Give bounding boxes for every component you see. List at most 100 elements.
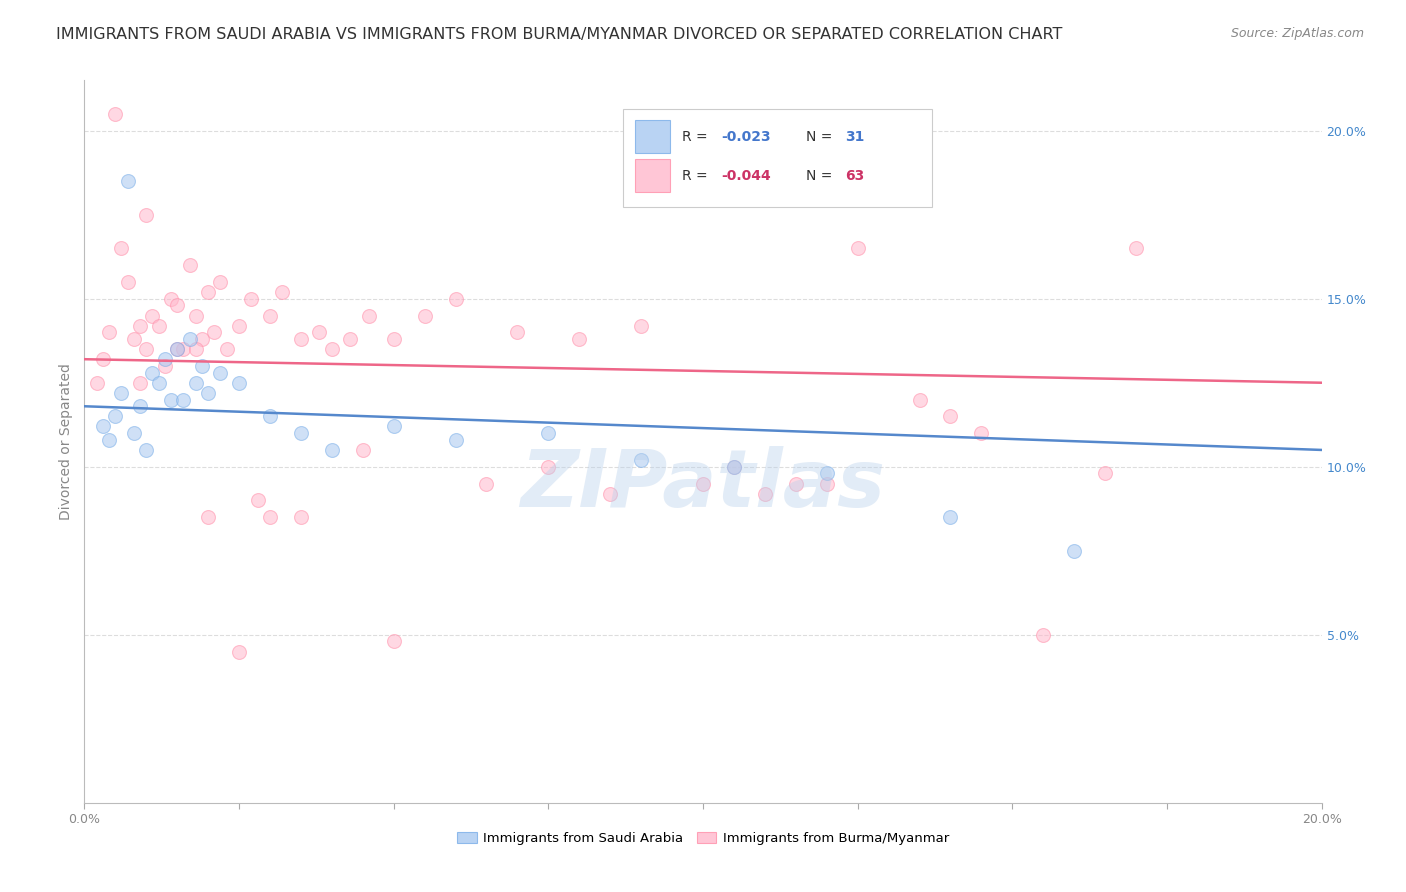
Text: ZIPatlas: ZIPatlas <box>520 446 886 524</box>
Point <box>104 107 127 121</box>
Point <box>160 292 183 306</box>
Point <box>1032 628 1054 642</box>
Point <box>970 426 993 441</box>
Point <box>98 433 121 447</box>
Point <box>1063 543 1085 558</box>
Point <box>172 342 194 356</box>
Point <box>197 510 219 524</box>
Point <box>209 366 232 380</box>
Point <box>153 352 176 367</box>
Legend: Immigrants from Saudi Arabia, Immigrants from Burma/Myanmar: Immigrants from Saudi Arabia, Immigrants… <box>451 826 955 850</box>
Point <box>357 309 380 323</box>
Text: 63: 63 <box>845 169 865 183</box>
Point <box>290 510 312 524</box>
Point <box>86 376 108 390</box>
Point <box>846 241 869 255</box>
Y-axis label: Divorced or Separated: Divorced or Separated <box>59 363 73 520</box>
Point <box>197 385 219 400</box>
Point <box>172 392 194 407</box>
Point <box>723 459 745 474</box>
Point <box>184 376 207 390</box>
Point <box>135 208 157 222</box>
Point <box>129 318 152 333</box>
Point <box>191 359 214 373</box>
Point <box>259 510 281 524</box>
Point <box>537 426 560 441</box>
Point <box>382 419 405 434</box>
Point <box>692 476 714 491</box>
Point <box>506 326 529 340</box>
Point <box>382 332 405 346</box>
Point <box>104 409 127 424</box>
Point <box>166 298 188 312</box>
Point <box>290 332 312 346</box>
Point <box>135 442 157 457</box>
Point <box>117 174 139 188</box>
Point <box>160 392 183 407</box>
FancyBboxPatch shape <box>636 120 669 153</box>
Point <box>228 376 250 390</box>
Point <box>197 285 219 299</box>
Point <box>630 318 652 333</box>
Point <box>815 476 838 491</box>
Text: N =: N = <box>806 129 837 144</box>
Point <box>141 309 163 323</box>
Point <box>1094 467 1116 481</box>
Point <box>135 342 157 356</box>
Point <box>815 467 838 481</box>
FancyBboxPatch shape <box>623 109 932 207</box>
Point <box>240 292 263 306</box>
Point <box>246 493 269 508</box>
Point <box>184 309 207 323</box>
Point <box>321 442 343 457</box>
Point <box>1125 241 1147 255</box>
Text: R =: R = <box>682 169 711 183</box>
Point <box>444 433 467 447</box>
Point <box>444 292 467 306</box>
Point <box>228 644 250 658</box>
Point <box>122 426 145 441</box>
Point <box>179 332 201 346</box>
Point <box>129 399 152 413</box>
Point <box>785 476 807 491</box>
Point <box>179 258 201 272</box>
Point <box>129 376 152 390</box>
Point <box>91 419 114 434</box>
Point <box>908 392 931 407</box>
Point <box>215 342 238 356</box>
Point <box>537 459 560 474</box>
Point <box>259 409 281 424</box>
Point <box>122 332 145 346</box>
Point <box>413 309 436 323</box>
Text: -0.044: -0.044 <box>721 169 772 183</box>
Point <box>117 275 139 289</box>
Point <box>382 634 405 648</box>
Point <box>184 342 207 356</box>
Text: R =: R = <box>682 129 711 144</box>
FancyBboxPatch shape <box>636 160 669 192</box>
Point <box>148 318 170 333</box>
Point <box>153 359 176 373</box>
Point <box>271 285 294 299</box>
Point <box>723 459 745 474</box>
Point <box>630 453 652 467</box>
Point <box>110 241 132 255</box>
Text: 31: 31 <box>845 129 865 144</box>
Point <box>568 332 591 346</box>
Point <box>228 318 250 333</box>
Point <box>308 326 330 340</box>
Point <box>166 342 188 356</box>
Point <box>754 486 776 500</box>
Point <box>475 476 498 491</box>
Point <box>166 342 188 356</box>
Text: IMMIGRANTS FROM SAUDI ARABIA VS IMMIGRANTS FROM BURMA/MYANMAR DIVORCED OR SEPARA: IMMIGRANTS FROM SAUDI ARABIA VS IMMIGRAN… <box>56 27 1063 42</box>
Point <box>202 326 225 340</box>
Point <box>91 352 114 367</box>
Text: -0.023: -0.023 <box>721 129 770 144</box>
Point <box>98 326 121 340</box>
Point <box>209 275 232 289</box>
Point <box>321 342 343 356</box>
Point <box>352 442 374 457</box>
Point <box>148 376 170 390</box>
Point <box>141 366 163 380</box>
